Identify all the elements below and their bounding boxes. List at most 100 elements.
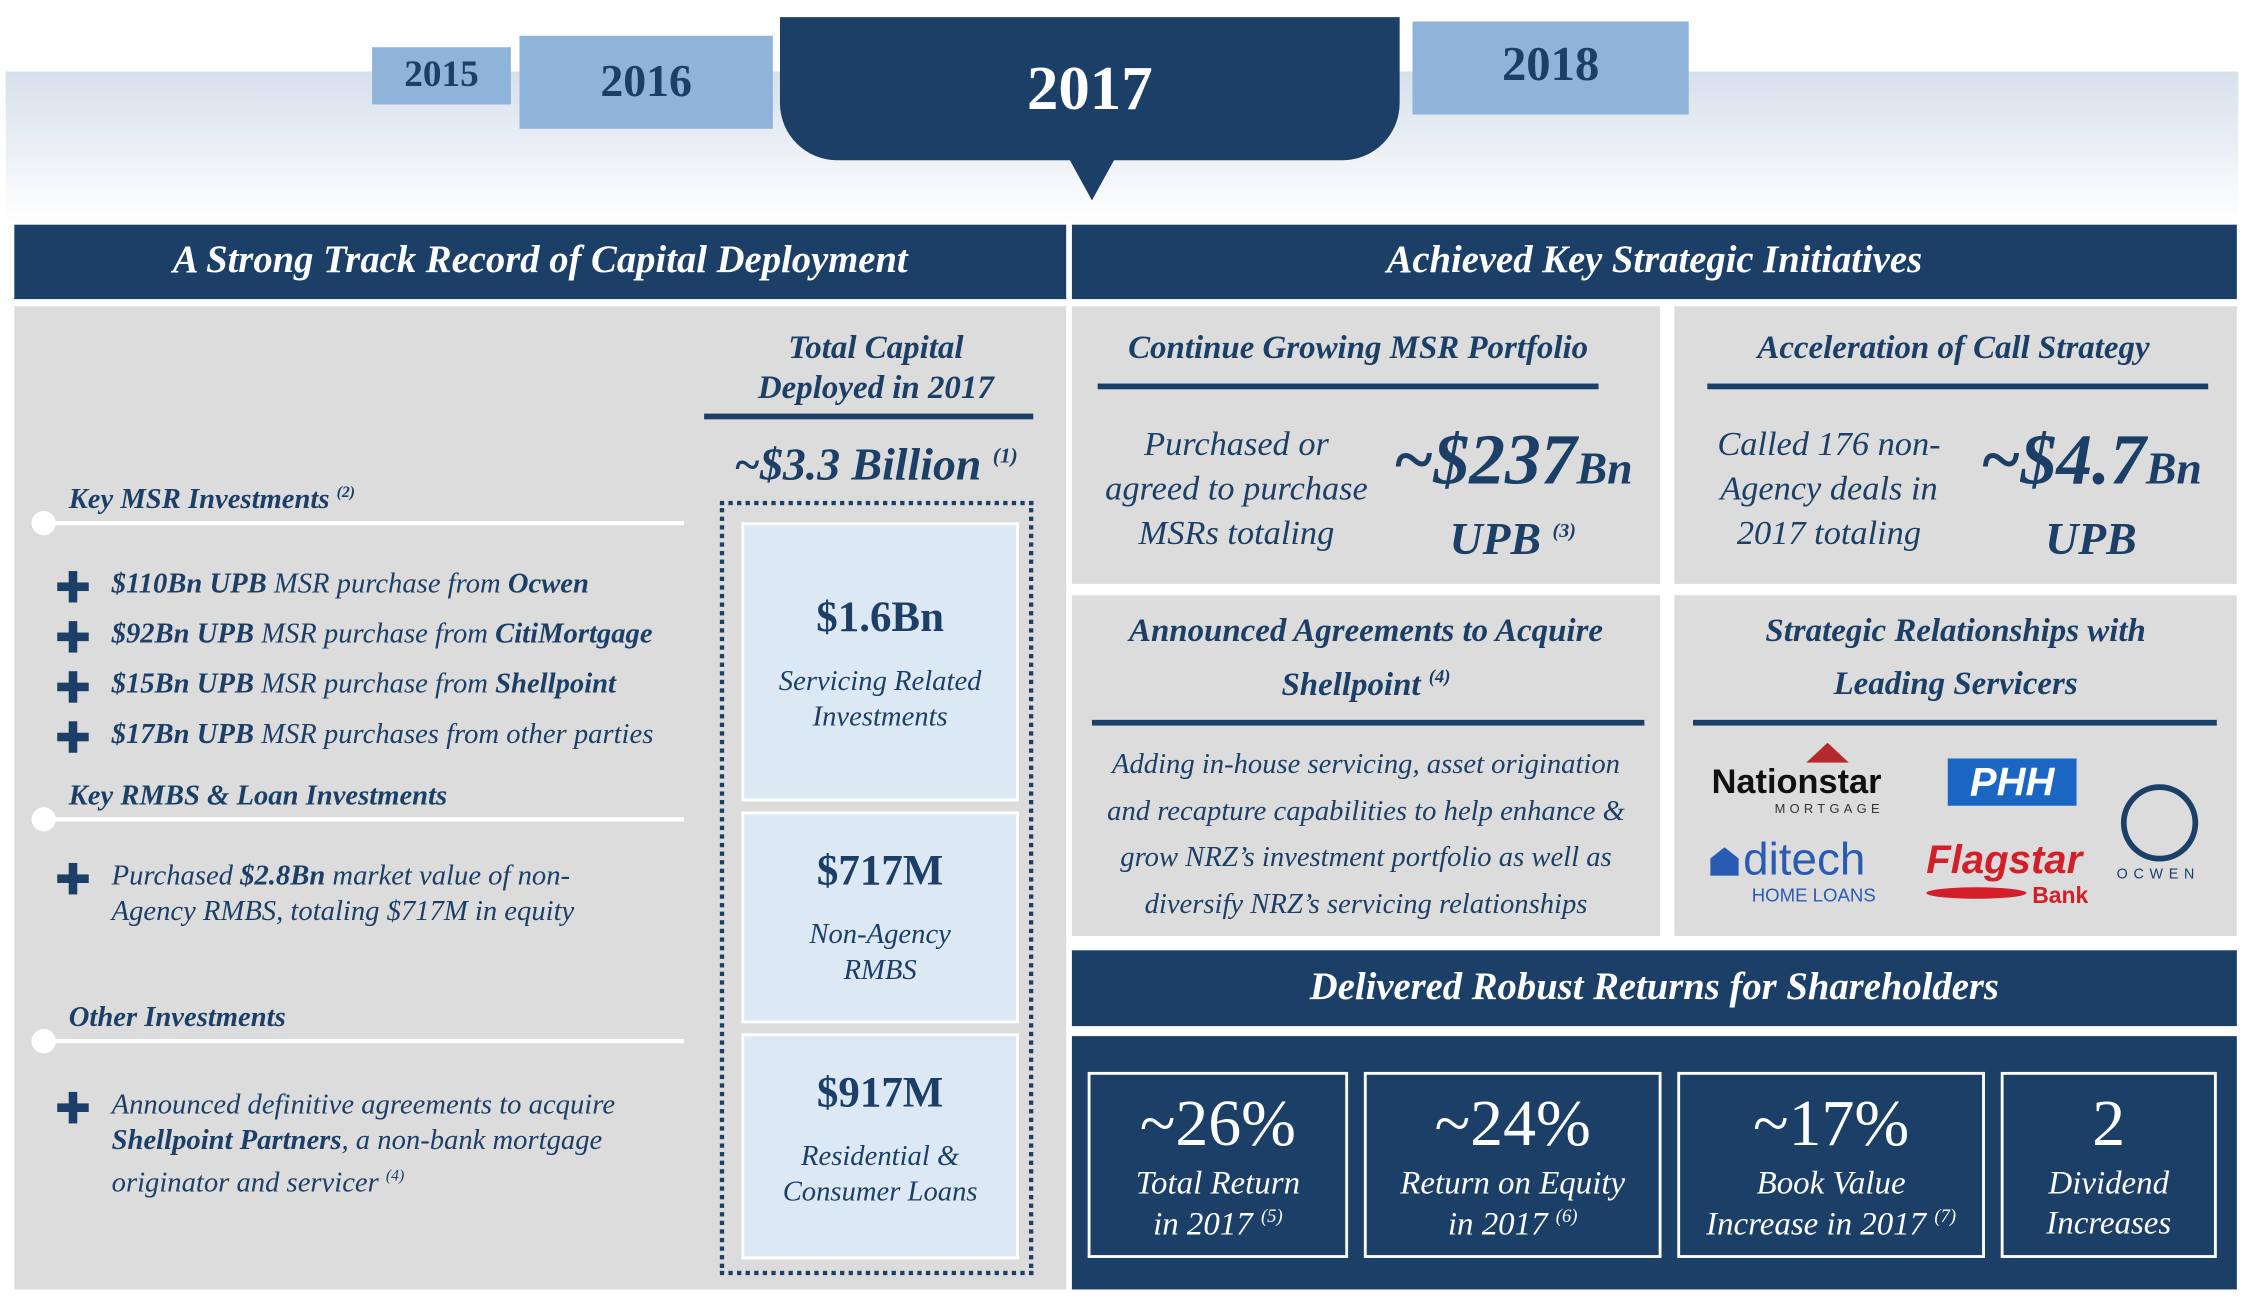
footnote: (1)	[992, 445, 1018, 469]
returns-header	[1071, 950, 2237, 1027]
panel-heading: Strategic Relationships with	[1765, 612, 2146, 649]
logo-ditech: ditech	[1743, 832, 1866, 885]
value: ~$4.7	[1979, 419, 2146, 500]
bullet-text: Announced definitive agreements to acqui…	[112, 1088, 649, 1202]
section-heading-text: Other Investments	[68, 1001, 286, 1034]
bullet-plus-v	[68, 1091, 78, 1124]
panel	[1071, 306, 1661, 584]
panel	[1674, 306, 2237, 584]
year-tab: 2015	[372, 47, 511, 105]
panel-rule	[1707, 383, 2209, 390]
bold-text: $92Bn UPB	[111, 618, 254, 650]
unit: Bn	[2145, 442, 2202, 494]
section-dot	[31, 510, 56, 536]
stat-value: ~$4.7Bn	[1955, 418, 2227, 501]
year-tab: 2018	[1412, 21, 1689, 115]
bold-text: $2.8Bn	[240, 860, 326, 892]
deployment-box	[741, 522, 1019, 802]
section-heading-text: Key MSR Investments	[68, 483, 330, 516]
heading-text: Shellpoint	[1281, 666, 1421, 703]
text: MSR purchase from	[253, 618, 496, 650]
label: Book Value	[1756, 1164, 1906, 1201]
logo-flagstar: Flagstar	[1926, 837, 2083, 882]
panel-text: MSRs totaling	[1138, 515, 1335, 553]
deployment-label: Investments	[812, 701, 948, 733]
left-header	[14, 224, 1067, 300]
section-heading-text: Key RMBS & Loan Investments	[68, 779, 448, 812]
footnote: (6)	[1555, 1205, 1578, 1227]
panel-text: diversify NRZ’s servicing relationships	[1144, 888, 1588, 920]
year-label: 2017	[1026, 52, 1153, 123]
stat-sub: UPB (3)	[1377, 512, 1649, 565]
label: Increases	[2046, 1205, 2172, 1241]
return-value: ~17%	[1752, 1086, 1910, 1160]
year-tab: 2016	[519, 35, 773, 129]
label: Return on Equity	[1400, 1164, 1626, 1201]
return-label: Book Value	[1677, 1165, 1985, 1202]
label: Total Return	[1135, 1164, 1301, 1201]
bullet-plus-v	[68, 721, 78, 753]
deployment-label: Non-Agency	[809, 918, 951, 951]
return-value: ~26%	[1139, 1086, 1297, 1160]
deployment-label: Consumer Loans	[782, 1176, 978, 1208]
panel-heading: Shellpoint (4)	[1072, 665, 1660, 703]
text: , a non-bank mortgage originator and ser…	[111, 1124, 603, 1199]
year-label: 2016	[600, 54, 692, 107]
logo-ditech-sub: HOME LOANS	[1751, 884, 1876, 906]
return-label: in 2017 (6)	[1364, 1205, 1662, 1243]
returns-panel	[1071, 1036, 2237, 1290]
stat-value: ~$237Bn	[1377, 418, 1649, 501]
current-year-tab: 2017	[779, 17, 1400, 161]
total-heading: Total Capital	[788, 329, 964, 365]
footnote: (5)	[1260, 1205, 1283, 1227]
heading-text: Announced Agreements to Acquire	[1129, 612, 1603, 649]
text: Announced definitive agreements to acqui…	[111, 1089, 616, 1121]
sub: UPB	[2045, 512, 2137, 564]
returns-title: Delivered Robust Returns for Shareholder…	[1309, 964, 1999, 1008]
section-heading: Key RMBS & Loan Investments	[69, 780, 448, 813]
return-label: Return on Equity	[1364, 1165, 1662, 1202]
bullet-plus-v	[68, 671, 78, 703]
logo-ocwen-ring	[2120, 784, 2199, 862]
panel	[1071, 595, 1661, 936]
total-amount: ~$3.3 Billion (1)	[704, 438, 1047, 491]
text: Purchased	[111, 860, 241, 892]
deployment-box	[741, 811, 1019, 1024]
section-heading: Key MSR Investments (2)	[69, 484, 355, 517]
amount: ~$3.3 Billion	[733, 437, 982, 490]
bold-text: Shellpoint Partners	[111, 1124, 342, 1157]
text: MSR purchase from	[253, 668, 496, 700]
text: market value of non-Agency RMBS, totalin…	[111, 860, 575, 928]
panel-text: Agency deals in	[1720, 470, 1938, 509]
return-value: 2	[2092, 1086, 2126, 1160]
right-title: Achieved Key Strategic Initiatives	[1386, 237, 1923, 281]
bullet-plus-v	[68, 862, 78, 895]
bold-text: Shellpoint	[495, 668, 617, 700]
footnote: (2)	[336, 484, 356, 502]
section-rule	[42, 817, 685, 822]
return-label: Dividend	[2001, 1165, 2217, 1202]
panel-heading: Leading Servicers	[1833, 665, 2078, 702]
panel-rule	[1693, 719, 2217, 726]
left-title: A Strong Track Record of Capital Deploym…	[172, 237, 908, 281]
return-label: Increases	[2001, 1205, 2217, 1242]
return-box	[1087, 1071, 1349, 1258]
deployment-box	[741, 1033, 1019, 1260]
panel-heading: Announced Agreements to Acquire	[1072, 613, 1660, 650]
bullet-text: Purchased $2.8Bn market value of non-Age…	[112, 859, 649, 931]
bullet-text: $110Bn UPB MSR purchase from Ocwen	[112, 567, 713, 603]
sub: UPB	[1449, 512, 1542, 564]
bold-text: $15Bn UPB	[111, 668, 254, 700]
logo-ocwen: OCWEN	[2116, 867, 2201, 884]
bold-text: Ocwen	[507, 568, 589, 600]
dotted-frame	[719, 500, 1034, 1276]
panel-heading: Continue Growing MSR Portfolio	[1128, 329, 1589, 365]
panel-text: Called 176 non-	[1717, 426, 1941, 464]
return-label: Increase in 2017 (7)	[1677, 1205, 1985, 1243]
bullet-text: $17Bn UPB MSR purchases from other parti…	[112, 717, 713, 753]
return-box	[2000, 1071, 2217, 1258]
year-label: 2018	[1501, 38, 1600, 92]
deployment-label: Residential &	[801, 1140, 960, 1173]
text: MSR purchase from	[266, 568, 508, 600]
panel-text: agreed to purchase	[1105, 470, 1368, 509]
